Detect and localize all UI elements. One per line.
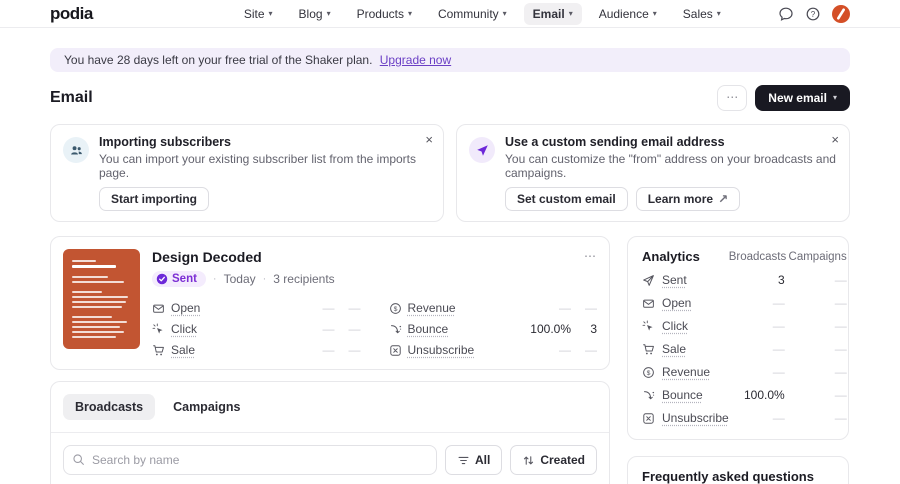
faq-panel: Frequently asked questions Don't see you… (627, 456, 849, 484)
chevron-down-icon: ▾ (569, 10, 573, 18)
podia-logo[interactable]: podia (50, 4, 93, 24)
page-header: Email ⋯ New email ▾ (50, 85, 850, 111)
broadcast-card[interactable]: Design Decoded ⋯ Sent · Today · 3 recipi… (50, 236, 610, 370)
analytics-row-bounce: Bounce (642, 388, 729, 402)
avatar[interactable] (832, 5, 850, 23)
chat-icon[interactable] (778, 6, 794, 22)
nav-item-community[interactable]: Community ▾ (429, 3, 516, 25)
chevron-down-icon: ▾ (269, 10, 273, 18)
chevron-down-icon: ▾ (833, 94, 837, 102)
analytics-row-sent: Sent (642, 273, 729, 287)
tab-broadcasts[interactable]: Broadcasts (63, 394, 155, 420)
analytics-panel: Analytics Broadcasts Campaigns Sent 3 — … (627, 236, 849, 440)
broadcast-date: Today (224, 272, 256, 286)
stat-click: Click — — (152, 322, 361, 336)
broadcast-menu-button[interactable]: ⋯ (584, 249, 597, 263)
top-nav: podia Site ▾ Blog ▾ Products ▾ Community ▾ E… (0, 0, 900, 28)
sort-created-button[interactable]: Created (510, 445, 597, 475)
nav-item-sales[interactable]: Sales ▾ (674, 3, 730, 25)
chevron-down-icon: ▾ (503, 10, 507, 18)
analytics-col-campaigns: Campaigns (785, 251, 847, 263)
importing-subscribers-card: Importing subscribers You can import you… (50, 124, 444, 222)
set-custom-email-button[interactable]: Set custom email (505, 187, 628, 211)
unsubscribe-icon (642, 412, 655, 425)
bounce-icon (389, 323, 402, 336)
chevron-down-icon: ▾ (717, 10, 721, 18)
trial-banner-text: You have 28 days left on your free trial… (64, 53, 372, 67)
dot-separator: · (263, 273, 267, 285)
nav-item-site[interactable]: Site ▾ (235, 3, 282, 25)
analytics-col-broadcasts: Broadcasts (729, 251, 785, 263)
check-circle-icon (156, 273, 168, 285)
cart-icon (152, 344, 165, 357)
email-thumbnail (63, 249, 140, 349)
nav-item-email[interactable]: Email ▾ (524, 3, 582, 25)
page-title: Email (50, 89, 93, 107)
card-title: Use a custom sending email address (505, 135, 837, 149)
envelope-icon (152, 302, 165, 315)
analytics-title: Analytics (642, 249, 729, 264)
upgrade-now-link[interactable]: Upgrade now (380, 53, 451, 67)
unsubscribe-icon (389, 344, 402, 357)
chevron-down-icon: ▾ (653, 10, 657, 18)
nav-item-products[interactable]: Products ▾ (348, 3, 421, 25)
custom-sending-address-card: Use a custom sending email address You c… (456, 124, 850, 222)
dollar-icon (642, 366, 655, 379)
broadcast-title: Design Decoded (152, 249, 262, 265)
nav-item-blog[interactable]: Blog ▾ (290, 3, 340, 25)
stat-open: Open — — (152, 301, 361, 315)
paper-plane-icon (642, 274, 655, 287)
stat-revenue: Revenue — — (389, 301, 598, 315)
chevron-down-icon: ▾ (408, 10, 412, 18)
tab-campaigns[interactable]: Campaigns (161, 394, 252, 420)
card-body: You can customize the "from" address on … (505, 152, 837, 180)
close-icon[interactable]: × (425, 133, 433, 146)
trial-banner: You have 28 days left on your free trial… (50, 48, 850, 72)
close-icon[interactable]: × (831, 133, 839, 146)
analytics-row-click: Click (642, 319, 729, 333)
learn-more-button[interactable]: Learn more ↗ (636, 187, 740, 211)
broadcast-stats: Open — — Click — — Sale — — (152, 301, 597, 357)
cart-icon (642, 343, 655, 356)
dollar-icon (389, 302, 402, 315)
analytics-row-sale: Sale (642, 342, 729, 356)
bounce-icon (642, 389, 655, 402)
search-input[interactable] (63, 445, 437, 475)
envelope-icon (642, 297, 655, 310)
paper-plane-icon (469, 137, 495, 163)
start-importing-button[interactable]: Start importing (99, 187, 209, 211)
status-badge-sent: Sent (152, 271, 206, 287)
nav-item-audience[interactable]: Audience ▾ (590, 3, 666, 25)
help-icon[interactable] (805, 6, 821, 22)
external-link-icon: ↗ (718, 192, 728, 206)
analytics-row-open: Open (642, 296, 729, 310)
new-email-button[interactable]: New email ▾ (755, 85, 850, 111)
stat-unsubscribe: Unsubscribe — — (389, 343, 598, 357)
stat-bounce: Bounce 100.0% 3 (389, 322, 598, 336)
faq-title: Frequently asked questions (642, 469, 834, 484)
stat-sale: Sale — — (152, 343, 361, 357)
analytics-row-revenue: Revenue (642, 365, 729, 379)
chevron-down-icon: ▾ (327, 10, 331, 18)
sort-icon (522, 454, 535, 467)
broadcasts-panel: Broadcasts Campaigns All Created (50, 381, 610, 484)
click-icon (642, 320, 655, 333)
nav-links: Site ▾ Blog ▾ Products ▾ Community ▾ Email ▾ … (235, 3, 730, 25)
click-icon (152, 323, 165, 336)
broadcast-recipients: 3 recipients (273, 272, 334, 286)
analytics-row-unsubscribe: Unsubscribe (642, 411, 729, 425)
filter-icon (457, 454, 470, 467)
nav-actions (778, 5, 850, 23)
users-icon (63, 137, 89, 163)
filter-all-button[interactable]: All (445, 445, 502, 475)
dot-separator: · (213, 273, 217, 285)
search-icon (72, 453, 85, 466)
card-title: Importing subscribers (99, 135, 431, 149)
more-options-button[interactable]: ⋯ (717, 85, 747, 111)
tabs: Broadcasts Campaigns (51, 382, 609, 433)
card-body: You can import your existing subscriber … (99, 152, 431, 180)
